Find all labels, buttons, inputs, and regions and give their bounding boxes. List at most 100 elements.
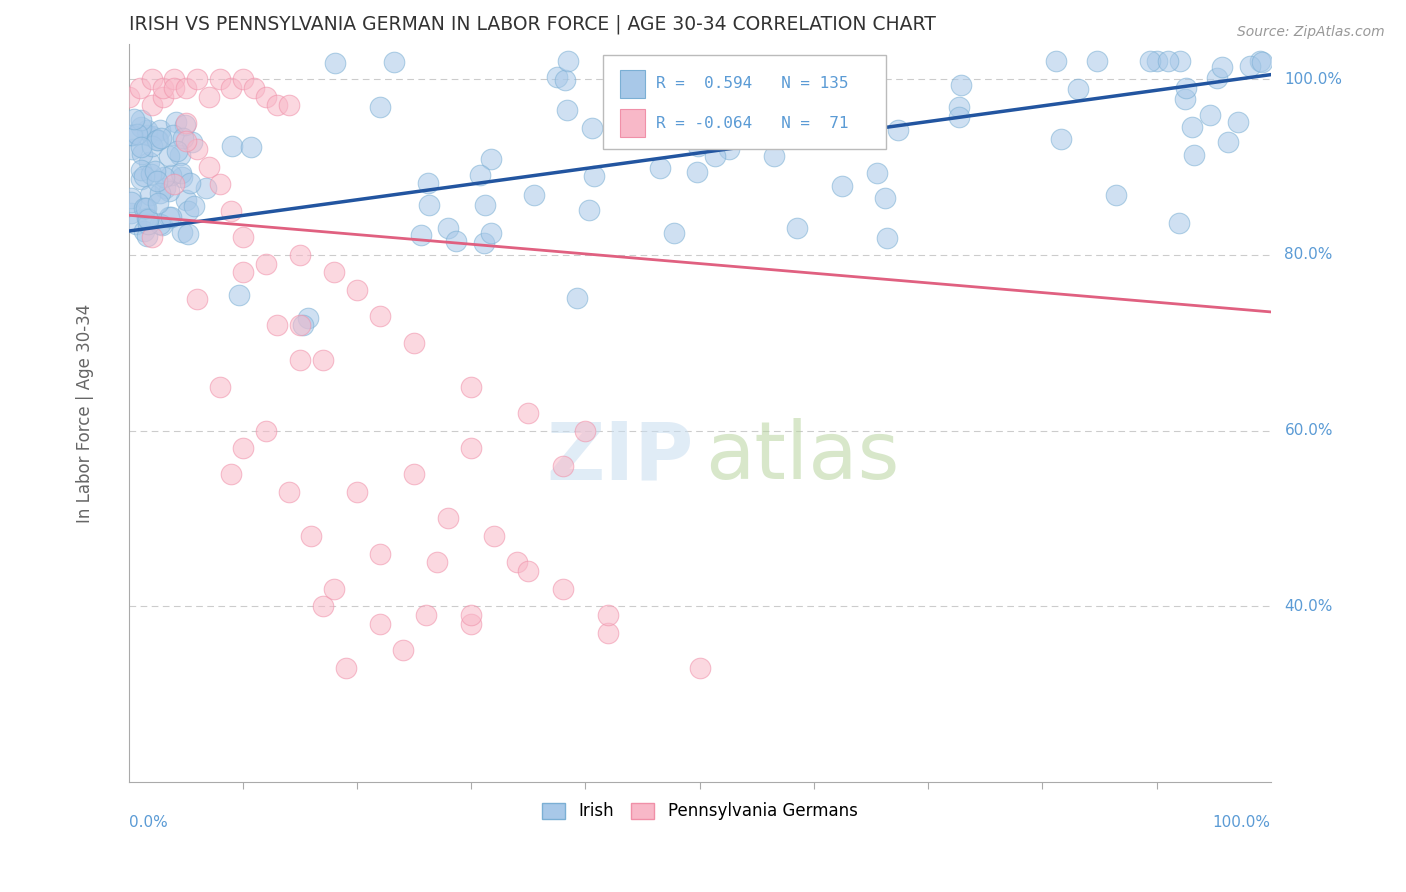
Point [194, 181, 217, 195]
Text: 80.0%: 80.0% [1285, 247, 1333, 262]
Point [1206, 71, 1229, 86]
Point [266, 318, 288, 332]
Point [565, 291, 588, 305]
Point [125, 218, 148, 232]
Point [181, 135, 204, 149]
Point [121, 128, 143, 143]
Point [141, 139, 163, 153]
Point [634, 125, 657, 139]
Point [1146, 54, 1168, 69]
Point [582, 169, 605, 183]
Point [143, 164, 166, 178]
Point [221, 467, 243, 482]
Point [460, 616, 482, 631]
Point [165, 115, 187, 129]
Point [779, 120, 801, 134]
Point [135, 201, 157, 215]
Point [149, 186, 172, 201]
Point [197, 160, 219, 174]
Point [125, 127, 148, 141]
Point [1250, 54, 1272, 69]
Point [335, 661, 357, 675]
Point [288, 248, 311, 262]
Point [170, 166, 193, 180]
Point [145, 133, 167, 147]
Point [150, 218, 173, 232]
Point [686, 139, 709, 153]
Point [186, 72, 208, 87]
Point [479, 152, 502, 166]
Point [323, 56, 346, 70]
Point [170, 170, 193, 185]
Point [1249, 54, 1271, 69]
Point [129, 163, 152, 178]
Point [134, 224, 156, 238]
Point [297, 310, 319, 325]
Point [312, 353, 335, 368]
Point [368, 616, 391, 631]
Point [598, 625, 620, 640]
Point [368, 100, 391, 114]
Point [170, 226, 193, 240]
Point [648, 161, 671, 176]
Point [232, 265, 254, 279]
Point [139, 188, 162, 202]
Point [141, 98, 163, 112]
Point [1139, 54, 1161, 69]
Point [557, 54, 579, 69]
Text: 100.0%: 100.0% [1285, 71, 1343, 87]
Point [404, 467, 426, 482]
Point [460, 379, 482, 393]
Point [1050, 132, 1073, 146]
Point [866, 166, 889, 180]
Point [415, 608, 437, 623]
Point [177, 227, 200, 241]
Point [672, 93, 695, 107]
Point [136, 123, 159, 137]
Point [409, 228, 432, 243]
Point [762, 149, 785, 163]
Point [887, 123, 910, 137]
Point [254, 424, 277, 438]
Point [166, 145, 188, 159]
Point [793, 97, 815, 112]
Point [141, 72, 163, 87]
Point [506, 555, 529, 569]
Point [853, 103, 876, 118]
FancyBboxPatch shape [620, 109, 645, 137]
Text: R = -0.064   N =  71: R = -0.064 N = 71 [657, 116, 849, 130]
Point [159, 168, 181, 182]
Text: 40.0%: 40.0% [1285, 599, 1333, 614]
Point [472, 236, 495, 251]
Point [172, 131, 194, 145]
Point [146, 196, 169, 211]
Point [288, 318, 311, 332]
Point [139, 167, 162, 181]
Point [1239, 59, 1261, 73]
Point [138, 212, 160, 227]
Point [418, 197, 440, 211]
Point [118, 89, 141, 103]
Point [831, 178, 853, 193]
Point [232, 230, 254, 244]
Point [209, 72, 232, 87]
Point [574, 424, 596, 438]
Point [186, 142, 208, 156]
Point [546, 70, 568, 84]
Point [517, 564, 540, 578]
Point [404, 335, 426, 350]
Point [551, 582, 574, 596]
Text: atlas: atlas [706, 418, 900, 496]
Point [122, 112, 145, 126]
Point [873, 191, 896, 205]
Point [141, 128, 163, 143]
Point [174, 118, 197, 132]
Point [786, 221, 808, 235]
Point [134, 201, 156, 215]
Legend: Irish, Pennsylvania Germans: Irish, Pennsylvania Germans [536, 796, 865, 827]
Point [157, 184, 180, 198]
Point [1218, 135, 1240, 149]
Point [221, 203, 243, 218]
Point [1168, 54, 1191, 69]
Point [323, 265, 346, 279]
